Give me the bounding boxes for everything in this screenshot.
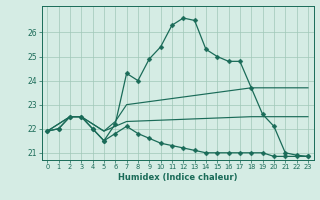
X-axis label: Humidex (Indice chaleur): Humidex (Indice chaleur) [118, 173, 237, 182]
